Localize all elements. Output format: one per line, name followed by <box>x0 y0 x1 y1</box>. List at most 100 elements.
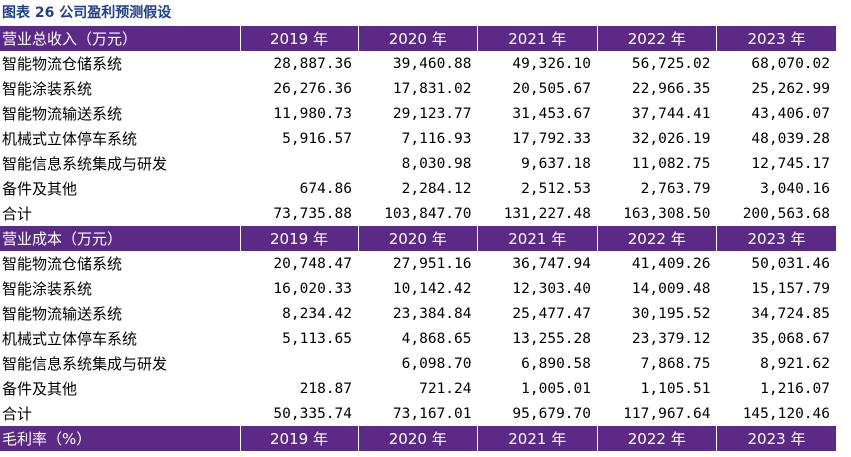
table-row: 智能物流输送系统 8,234.42 23,384.84 25,477.47 30,195… <box>0 301 836 326</box>
value-cell: 95,679.70 <box>512 405 591 422</box>
value-cell: 11,082.75 <box>631 155 711 172</box>
figure-title: 图表 26 公司盈利预测假设 <box>2 5 172 21</box>
value-cell: 34,724.85 <box>751 305 830 322</box>
year-header-cell: 2020 年 <box>358 26 478 51</box>
year-header-cell: 2020 年 <box>358 426 478 451</box>
value-cell: 131,227.48 <box>503 205 591 222</box>
year-header-cell: 2022 年 <box>597 426 717 451</box>
value-cell: 43,406.07 <box>751 105 830 122</box>
value-cell: 218.87 <box>299 380 352 397</box>
value-cell: 200,563.68 <box>742 205 830 222</box>
table-row: 智能信息系统集成与研发 8,030.98 9,637.18 11,082.75 12,7… <box>0 151 836 176</box>
value-cell: 16,020.33 <box>273 280 352 297</box>
year-header-cell: 2022 年 <box>597 26 717 51</box>
value-cell: 721.24 <box>419 380 472 397</box>
value-cell: 3,040.16 <box>760 180 830 197</box>
row-label: 机械式立体停车系统 <box>2 130 138 148</box>
value-cell: 8,030.98 <box>401 155 472 172</box>
section-header-row: 营业成本（万元） 2019 年 2020 年 2021 年 2022 年 2023 年 <box>0 226 836 251</box>
value-cell: 41,409.26 <box>631 255 711 272</box>
value-cell: 9,637.18 <box>521 155 591 172</box>
row-label: 智能涂装系统 <box>2 80 93 98</box>
table-row: 智能涂装系统 16,020.33 10,142.42 12,303.40 14,009.… <box>0 276 836 301</box>
year-header-cell: 2021 年 <box>477 426 598 451</box>
row-label: 合计 <box>2 405 33 423</box>
section-header-label: 毛利率（%） <box>0 426 241 451</box>
row-label: 备件及其他 <box>2 380 78 398</box>
value-cell: 56,725.02 <box>631 55 711 72</box>
value-cell: 11,980.73 <box>273 105 352 122</box>
year-header-cell: 2019 年 <box>240 426 359 451</box>
row-label: 机械式立体停车系统 <box>2 330 138 348</box>
table-row: 智能物流仓储系统 20,748.47 27,951.16 36,747.94 41,40… <box>0 251 836 276</box>
value-cell: 39,460.88 <box>392 55 472 72</box>
value-cell: 8,234.42 <box>282 305 352 322</box>
value-cell: 2,512.53 <box>521 180 591 197</box>
table-row: 合计 50,335.74 73,167.01 95,679.70 117,967.64 1… <box>0 401 836 426</box>
row-label: 备件及其他 <box>2 180 78 198</box>
year-header-cell: 2023 年 <box>716 26 836 51</box>
table-row: 备件及其他 674.86 2,284.12 2,512.53 2,763.79 3,040… <box>0 176 836 201</box>
year-header-cell: 2019 年 <box>240 26 359 51</box>
value-cell: 73,167.01 <box>392 405 472 422</box>
value-cell: 35,068.67 <box>751 330 830 347</box>
table-row: 备件及其他 218.87 721.24 1,005.01 1,105.51 1,216.0… <box>0 376 836 401</box>
value-cell: 1,005.01 <box>521 380 591 397</box>
value-cell: 50,335.74 <box>273 405 352 422</box>
year-header-cell: 2021 年 <box>477 26 598 51</box>
value-cell: 25,262.99 <box>751 80 830 97</box>
value-cell: 50,031.46 <box>751 255 830 272</box>
table-row: 智能物流仓储系统 28,887.36 39,460.88 49,326.10 56,72… <box>0 51 836 76</box>
value-cell: 145,120.46 <box>742 405 830 422</box>
value-cell: 49,326.10 <box>512 55 591 72</box>
value-cell: 7,116.93 <box>401 130 472 147</box>
value-cell: 29,123.77 <box>392 105 472 122</box>
value-cell: 36,747.94 <box>512 255 591 272</box>
value-cell <box>240 151 358 176</box>
value-cell: 10,142.42 <box>392 280 472 297</box>
value-cell: 8,921.62 <box>760 355 830 372</box>
row-label: 智能物流仓储系统 <box>2 55 123 73</box>
table-row: 智能信息系统集成与研发 6,098.70 6,890.58 7,868.75 8,921… <box>0 351 836 376</box>
value-cell: 31,453.67 <box>512 105 591 122</box>
value-cell: 6,098.70 <box>401 355 472 372</box>
row-label: 智能物流输送系统 <box>2 105 123 123</box>
value-cell: 68,070.02 <box>751 55 830 72</box>
value-cell: 12,303.40 <box>512 280 591 297</box>
section-header-row: 营业总收入（万元） 2019 年 2020 年 2021 年 2022 年 2023 年 <box>0 26 836 51</box>
row-label: 智能涂装系统 <box>2 280 93 298</box>
section-header-row: 毛利率（%） 2019 年 2020 年 2021 年 2022 年 2023 年 <box>0 426 836 451</box>
row-label: 合计 <box>2 205 33 223</box>
value-cell: 4,868.65 <box>401 330 472 347</box>
value-cell: 27,951.16 <box>392 255 472 272</box>
value-cell: 20,748.47 <box>273 255 352 272</box>
value-cell: 17,792.33 <box>512 130 591 147</box>
value-cell: 15,157.79 <box>751 280 830 297</box>
value-cell: 12,745.17 <box>751 155 830 172</box>
value-cell: 28,887.36 <box>273 55 352 72</box>
value-cell: 5,916.57 <box>282 130 352 147</box>
table-row: 智能物流输送系统 11,980.73 29,123.77 31,453.67 37,74… <box>0 101 836 126</box>
value-cell: 1,216.07 <box>760 380 830 397</box>
value-cell: 23,384.84 <box>392 305 472 322</box>
value-cell: 26,276.36 <box>273 80 352 97</box>
value-cell: 23,379.12 <box>631 330 711 347</box>
value-cell: 674.86 <box>299 180 352 197</box>
year-header-cell: 2022 年 <box>597 226 717 251</box>
year-header-cell: 2021 年 <box>477 226 598 251</box>
table-row: 机械式立体停车系统 5,113.65 4,868.65 13,255.28 23,379… <box>0 326 836 351</box>
table-row: 机械式立体停车系统 5,916.57 7,116.93 17,792.33 32,026… <box>0 126 836 151</box>
value-cell: 25,477.47 <box>512 305 591 322</box>
value-cell: 20,505.67 <box>512 80 591 97</box>
value-cell: 37,744.41 <box>631 105 711 122</box>
year-header-cell: 2019 年 <box>240 226 359 251</box>
row-label: 智能信息系统集成与研发 <box>2 355 168 373</box>
value-cell: 7,868.75 <box>640 355 711 372</box>
year-header-cell: 2023 年 <box>716 226 836 251</box>
value-cell <box>240 351 358 376</box>
value-cell: 2,284.12 <box>401 180 472 197</box>
value-cell: 32,026.19 <box>631 130 711 147</box>
value-cell: 73,735.88 <box>273 205 352 222</box>
value-cell: 6,890.58 <box>521 355 591 372</box>
row-label: 智能信息系统集成与研发 <box>2 155 168 173</box>
